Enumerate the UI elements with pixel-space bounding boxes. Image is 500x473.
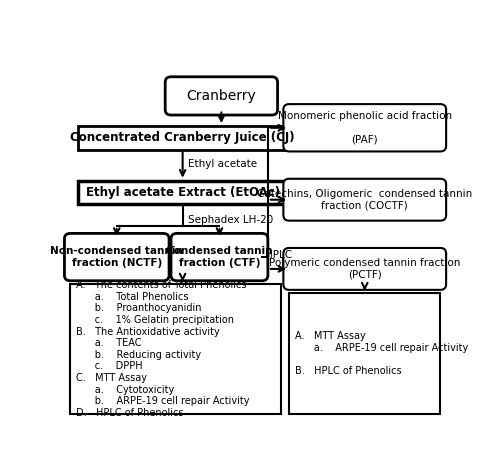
- FancyBboxPatch shape: [289, 293, 440, 414]
- Text: Polymeric condensed tannin fraction
(PCTF): Polymeric condensed tannin fraction (PCT…: [269, 258, 460, 280]
- FancyBboxPatch shape: [78, 181, 287, 204]
- Text: A.   MTT Assay
      a.    ARPE-19 cell repair Activity

B.   HPLC of Phenolics: A. MTT Assay a. ARPE-19 cell repair Acti…: [295, 331, 468, 376]
- Text: A.   The contents of Total Phenolics
      a.    Total Phenolics
      b.    Pro: A. The contents of Total Phenolics a. To…: [76, 280, 250, 418]
- Text: Ethyl acetate Extract (EtOAc): Ethyl acetate Extract (EtOAc): [86, 186, 280, 199]
- Text: Cranberry: Cranberry: [186, 89, 256, 103]
- Text: Condensed tannin
fraction (CTF): Condensed tannin fraction (CTF): [166, 246, 272, 268]
- Text: Ethyl acetate: Ethyl acetate: [188, 159, 258, 169]
- FancyBboxPatch shape: [171, 233, 268, 281]
- FancyBboxPatch shape: [78, 126, 287, 149]
- Text: Monomeric phenolic acid fraction

(PAF): Monomeric phenolic acid fraction (PAF): [278, 111, 452, 144]
- FancyBboxPatch shape: [284, 179, 446, 221]
- Text: Catechins, Oligomeric  condensed tannin
fraction (COCTF): Catechins, Oligomeric condensed tannin f…: [257, 189, 472, 210]
- Text: Sephadex LH-20: Sephadex LH-20: [188, 215, 274, 225]
- FancyBboxPatch shape: [284, 104, 446, 151]
- FancyBboxPatch shape: [165, 77, 278, 115]
- FancyBboxPatch shape: [284, 248, 446, 290]
- Text: Non-condensed tannin
fraction (NCTF): Non-condensed tannin fraction (NCTF): [50, 246, 183, 268]
- Text: HPLC: HPLC: [265, 250, 292, 260]
- FancyBboxPatch shape: [70, 284, 282, 414]
- Text: Concentrated Cranberry Juice (CJ): Concentrated Cranberry Juice (CJ): [70, 131, 295, 144]
- FancyBboxPatch shape: [64, 233, 169, 281]
